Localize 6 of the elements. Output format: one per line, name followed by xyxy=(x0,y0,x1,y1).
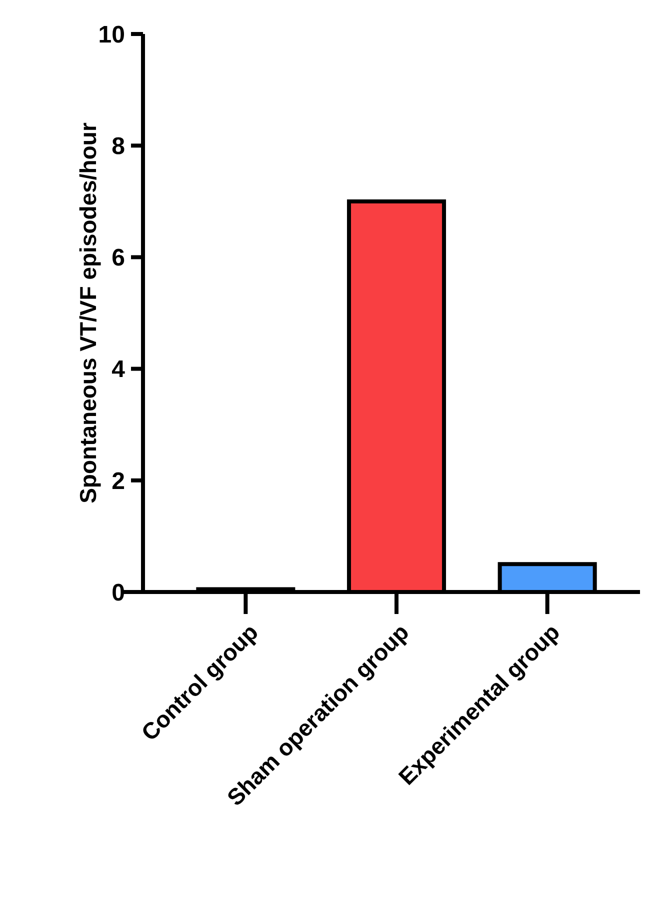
y-tick-label: 2 xyxy=(112,468,125,495)
y-tick-label: 10 xyxy=(98,21,125,48)
y-tick-label: 6 xyxy=(112,244,125,272)
y-tick-label: 4 xyxy=(112,356,126,384)
y-tick-label: 8 xyxy=(112,133,125,160)
y-axis-title: Spontaneous VT/VF episodes/hour xyxy=(75,122,101,504)
